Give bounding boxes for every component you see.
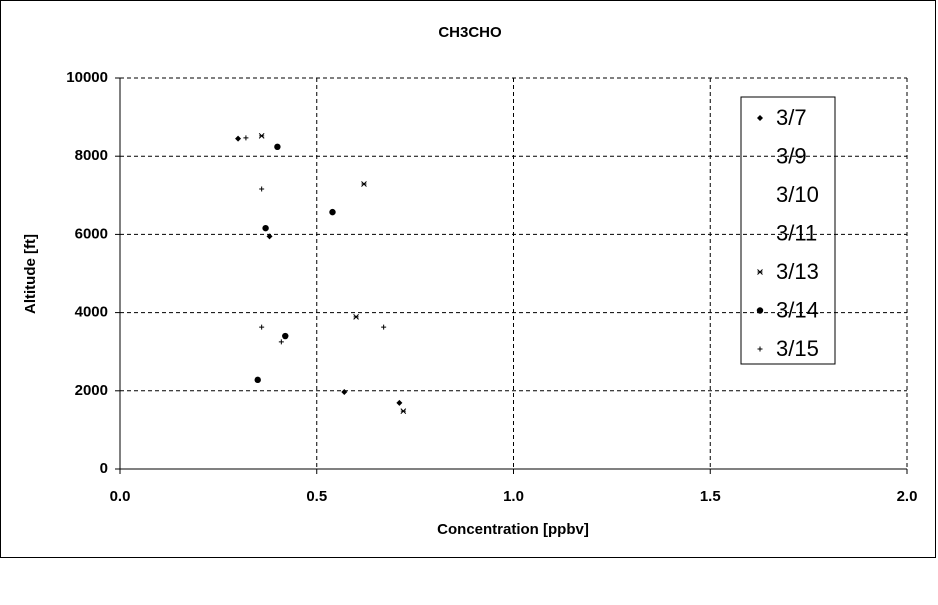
point bbox=[381, 324, 387, 330]
y-tick-label: 10000 bbox=[66, 69, 108, 86]
point bbox=[274, 143, 281, 151]
x-tick-label: 0.0 bbox=[110, 488, 131, 505]
y-tick-label: 0 bbox=[100, 460, 108, 477]
y-tick-label: 8000 bbox=[75, 147, 108, 164]
legend-label: 3/7 bbox=[776, 105, 807, 130]
legend-label: 3/10 bbox=[776, 182, 819, 207]
legend-marker bbox=[757, 115, 763, 121]
y-tick-label: 6000 bbox=[75, 225, 108, 242]
legend-box bbox=[740, 96, 836, 365]
point bbox=[341, 388, 348, 395]
point bbox=[278, 339, 284, 345]
legend-marker bbox=[757, 269, 763, 275]
legend-label: 3/13 bbox=[776, 259, 819, 284]
point bbox=[243, 135, 249, 141]
x-axis-label: Concentration [ppbv] bbox=[437, 521, 589, 538]
legend-marker bbox=[757, 346, 763, 352]
x-tick-label: 1.0 bbox=[503, 488, 524, 505]
point bbox=[266, 233, 273, 240]
y-tick-label: 4000 bbox=[75, 304, 108, 321]
y-axis-label: Altitude [ft] bbox=[22, 234, 39, 314]
point bbox=[361, 181, 367, 187]
legend-label: 3/9 bbox=[776, 143, 807, 168]
point bbox=[282, 332, 289, 340]
point bbox=[396, 399, 403, 406]
x-tick-label: 2.0 bbox=[897, 488, 918, 505]
point bbox=[235, 135, 242, 142]
point bbox=[259, 186, 265, 192]
legend-marker bbox=[756, 307, 764, 314]
point bbox=[400, 408, 407, 414]
point bbox=[329, 208, 336, 216]
point bbox=[262, 224, 269, 232]
point bbox=[254, 376, 261, 384]
point bbox=[258, 133, 265, 139]
legend-label: 3/11 bbox=[776, 220, 817, 245]
point bbox=[353, 314, 359, 320]
y-tick-label: 2000 bbox=[75, 382, 108, 399]
legend-label: 3/15 bbox=[776, 336, 819, 361]
x-tick-label: 0.5 bbox=[306, 488, 327, 505]
chart-title: CH3CHO bbox=[438, 24, 502, 41]
x-tick-label: 1.5 bbox=[700, 488, 721, 505]
point bbox=[259, 324, 265, 330]
legend-label: 3/14 bbox=[776, 297, 819, 322]
